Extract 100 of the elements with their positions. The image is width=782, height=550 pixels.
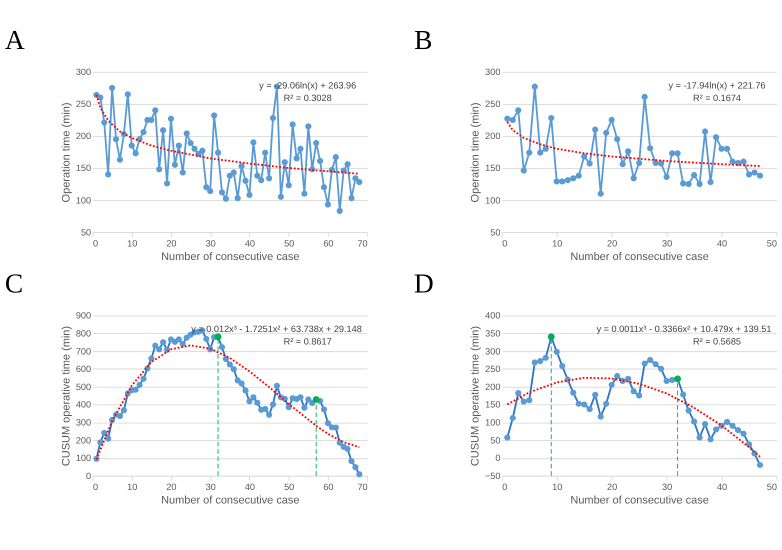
y-tick-label: 100 [76,195,92,206]
point [696,434,703,441]
point [642,94,648,100]
point [581,153,588,160]
y-tick-label: 200 [76,131,92,142]
annotation: R² = 0.1674 [692,93,741,104]
y-tick-label: 900 [76,310,92,321]
x-axis-title: Number of consecutive case [161,494,300,507]
point [592,126,598,133]
x-tick-label: 20 [166,238,177,248]
annotation: y = 0.0011x³ - 0.3366x² + 10.479x + 139.51 [596,324,772,334]
x-tick-label: 0 [92,238,98,248]
y-axis-title: CUSUM operative time (min) [60,326,72,466]
point [664,378,670,384]
x-tick-label: 20 [166,482,177,492]
y-tick-label: 200 [485,382,500,392]
x-tick-label: 0 [92,482,98,492]
x-tick-label: 70 [357,482,368,492]
x-tick-label: 70 [357,238,368,248]
point [614,372,620,380]
point [598,414,604,420]
x-tick-label: 0 [502,482,508,492]
point [708,179,714,186]
point [576,172,582,179]
y-tick-label: 150 [76,163,92,174]
point [592,392,598,398]
y-tick-label: 300 [485,67,500,78]
annotation: R² = 0.5685 [692,336,741,347]
y-tick-label: 400 [76,400,92,410]
x-axis-title: Number of consecutive case [161,251,300,264]
annotation: R² = 0.3028 [284,93,332,104]
y-tick-label: 300 [76,67,92,78]
point [504,434,510,441]
point [576,400,582,407]
point [614,136,620,142]
x-tick-label: 10 [552,482,562,492]
x-tick-label: 10 [127,238,138,248]
point [630,175,637,182]
point [625,148,632,154]
point [526,397,532,404]
point [718,146,725,152]
point [652,160,659,166]
point [740,158,747,165]
point [647,145,654,152]
point [751,169,758,176]
x-tick-label: 40 [716,482,728,492]
x-tick-label: 30 [662,238,672,248]
y-tick-label: 100 [76,453,92,464]
point [510,116,516,124]
point [620,161,626,168]
point [548,114,554,122]
point [729,422,736,429]
point [570,390,576,396]
point [674,150,681,156]
point [702,128,708,135]
point [570,175,576,182]
point [636,160,642,166]
x-tick-label: 50 [766,482,777,492]
y-tick-label: 100 [485,195,500,206]
point [520,168,527,174]
point [559,362,566,370]
y-tick-label: 250 [485,99,500,110]
x-tick-label: 20 [607,482,618,492]
point [515,107,522,114]
point [526,150,532,156]
point [630,388,637,394]
point [691,172,698,178]
point [520,398,527,405]
y-tick-label: 500 [76,382,92,392]
point [581,401,588,408]
point [713,134,720,140]
point [740,430,747,437]
y-tick-label: 300 [76,417,92,428]
point [603,130,610,136]
point [696,180,703,188]
x-tick-label: 40 [716,238,728,248]
point [708,436,714,442]
point [680,391,686,398]
y-tick-label: 600 [76,364,92,374]
point [702,420,708,428]
point [724,146,730,152]
point [537,358,544,364]
point [608,116,615,124]
point [669,376,676,383]
point [554,178,560,185]
chart-title: C [4,268,24,299]
point [510,414,516,422]
y-tick-label: 400 [485,310,500,321]
point [608,382,615,388]
point [636,392,642,399]
point [532,359,538,366]
annotation: y = -17.94ln(x) + 221.76 [668,80,766,90]
x-tick-label: 40 [244,238,256,248]
y-tick-label: 200 [485,131,500,142]
y-tick-label: 0 [86,470,92,481]
y-tick-label: 250 [76,99,92,110]
point [686,407,692,414]
line-series [506,376,761,458]
x-tick-label: 50 [766,238,777,248]
x-tick-label: 50 [284,482,294,492]
